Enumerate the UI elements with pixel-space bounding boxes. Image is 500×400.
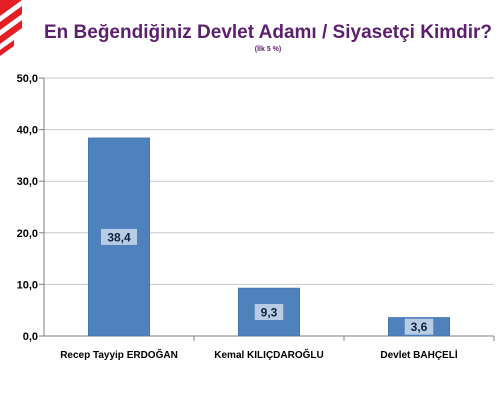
y-tick-label: 10,0 (17, 279, 38, 291)
x-tick-label: Kemal KILIÇDAROĞLU (214, 348, 323, 361)
y-axis-ticks: 0,0 10,0 20,0 30,0 40,0 50,0 (17, 73, 38, 343)
logo-icon (0, 0, 22, 56)
x-tick-label: Recep Tayyip ERDOĞAN (60, 348, 178, 361)
y-tick-label: 50,0 (17, 73, 38, 85)
x-axis-ticks: Recep Tayyip ERDOĞAN Kemal KILIÇDAROĞLU De… (60, 348, 458, 361)
data-label-box (101, 228, 137, 245)
y-tick-label: 20,0 (17, 228, 38, 240)
chart-subtitle: (İlk 5 %) (255, 45, 281, 53)
data-label: 38,4 (107, 230, 131, 244)
data-label: 9,3 (261, 306, 278, 320)
chart-title: En Beğendiğiniz Devlet Adamı / Siyasetçi… (44, 22, 492, 43)
data-label: 3,6 (411, 320, 428, 334)
y-tick-label: 40,0 (17, 125, 38, 137)
y-tick-label: 30,0 (17, 176, 38, 188)
y-tick-label: 0,0 (23, 331, 38, 343)
data-label-box (404, 318, 434, 335)
data-label-box (254, 304, 284, 321)
x-tick-label: Devlet BAHÇELİ (380, 348, 457, 361)
data-labels: 38,4 9,3 3,6 (101, 228, 434, 335)
